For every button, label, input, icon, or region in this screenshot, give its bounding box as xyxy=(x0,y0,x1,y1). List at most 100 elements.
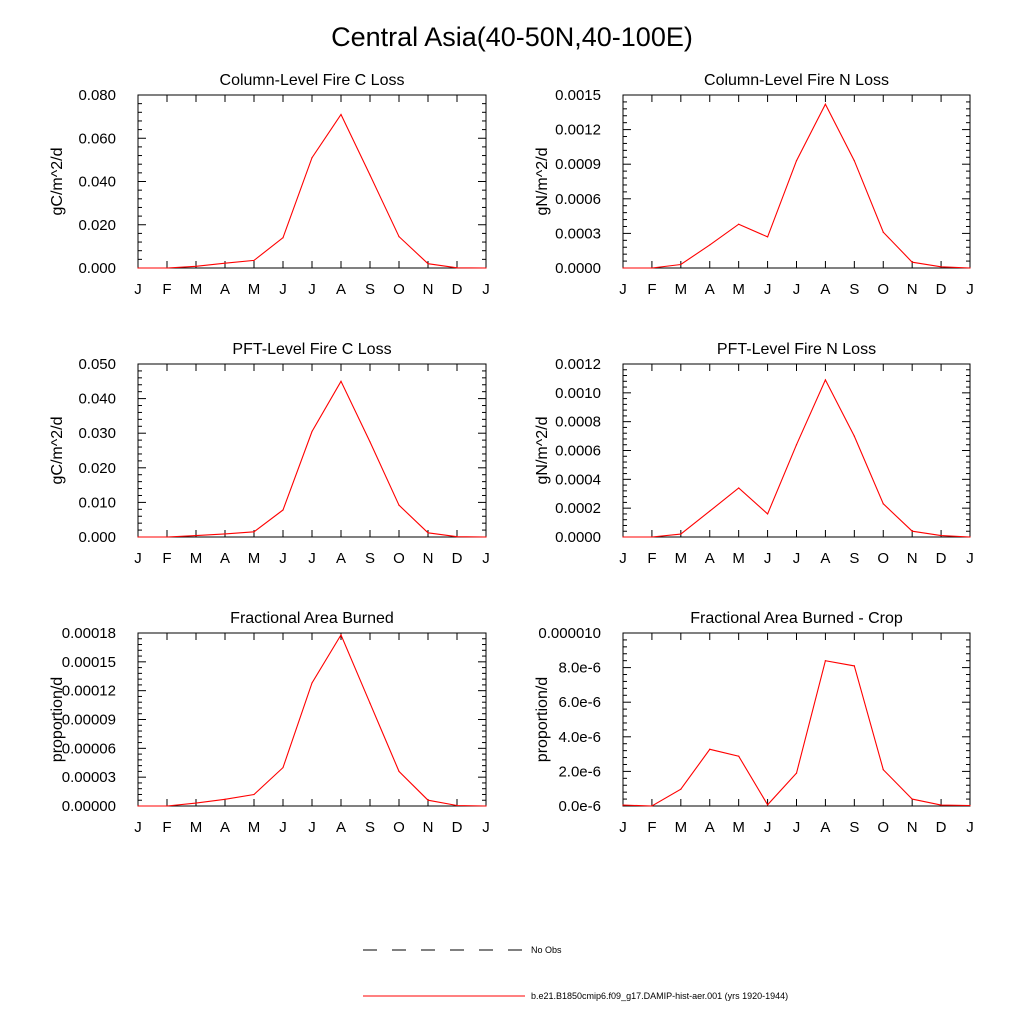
x-tick-label: N xyxy=(907,281,918,298)
x-tick-label: J xyxy=(482,550,490,567)
data-point xyxy=(680,263,682,266)
x-tick-label: J xyxy=(134,550,142,567)
data-point xyxy=(166,267,168,269)
data-point xyxy=(622,804,624,806)
data-point xyxy=(224,798,226,800)
x-tick-label: J xyxy=(793,819,801,836)
x-tick-label: A xyxy=(336,281,346,298)
y-tick-label: 0.040 xyxy=(78,391,116,408)
data-point xyxy=(398,504,400,506)
x-tick-label: A xyxy=(220,550,230,567)
data-point xyxy=(853,665,855,667)
legend: No Obs b.e21.B1850cmip6.f09_g17.DAMIP-his… xyxy=(363,945,788,1001)
x-tick-label: J xyxy=(308,281,316,298)
y-tick-label: 0.00018 xyxy=(62,625,116,642)
y-axis-label: gC/m^2/d xyxy=(49,417,66,485)
y-tick-label: 0.00000 xyxy=(62,798,116,815)
data-point xyxy=(340,634,342,636)
x-tick-label: A xyxy=(336,550,346,567)
data-point xyxy=(969,536,971,538)
x-tick-label: A xyxy=(336,819,346,836)
panel-title: Column-Level Fire N Loss xyxy=(704,72,889,89)
panel-title: PFT-Level Fire C Loss xyxy=(232,341,391,358)
x-tick-label: A xyxy=(705,281,715,298)
data-point xyxy=(911,798,913,800)
data-point xyxy=(940,804,942,806)
plot-frame xyxy=(137,363,487,538)
x-tick-label: D xyxy=(452,550,463,567)
plot-frame xyxy=(137,94,487,269)
data-point xyxy=(738,223,740,225)
x-tick-label: J xyxy=(482,819,490,836)
x-tick-label: S xyxy=(849,550,859,567)
x-tick-label: M xyxy=(190,281,203,298)
data-point xyxy=(795,772,798,774)
x-tick-label: A xyxy=(220,281,230,298)
data-point xyxy=(709,510,711,512)
plot-frame xyxy=(622,632,971,807)
x-tick-label: F xyxy=(162,550,171,567)
data-point xyxy=(882,503,884,505)
x-tick-label: J xyxy=(134,819,142,836)
data-point xyxy=(166,536,168,538)
data-point xyxy=(485,805,487,807)
x-tick-label: M xyxy=(732,550,745,567)
data-point xyxy=(680,533,682,535)
plot-frame xyxy=(137,632,487,807)
panel-title: PFT-Level Fire N Loss xyxy=(717,341,876,358)
data-point xyxy=(224,262,226,264)
y-tick-label: 4.0e-6 xyxy=(558,729,601,746)
x-tick-label: S xyxy=(849,819,859,836)
data-point xyxy=(940,266,942,268)
x-tick-label: M xyxy=(675,550,688,567)
x-tick-label: D xyxy=(936,281,947,298)
x-tick-label: M xyxy=(248,550,261,567)
data-point xyxy=(369,174,371,176)
y-tick-label: 0.010 xyxy=(78,494,116,511)
y-tick-label: 0.0000 xyxy=(555,260,601,277)
data-point xyxy=(340,113,342,116)
y-tick-label: 0.000010 xyxy=(538,625,601,642)
y-tick-label: 0.050 xyxy=(78,356,116,373)
y-tick-label: 0.00009 xyxy=(62,712,116,729)
data-point xyxy=(651,267,653,269)
data-point xyxy=(853,160,855,162)
x-tick-label: S xyxy=(365,550,375,567)
data-point xyxy=(253,793,255,796)
x-tick-label: J xyxy=(966,819,974,836)
y-tick-label: 0.00006 xyxy=(62,740,116,757)
data-point xyxy=(137,267,139,269)
data-point xyxy=(311,157,313,159)
series-line-1 xyxy=(138,113,487,269)
y-tick-label: 0.040 xyxy=(78,174,116,191)
data-point xyxy=(456,267,458,269)
x-tick-label: F xyxy=(162,819,171,836)
y-tick-label: 0.0012 xyxy=(555,356,601,373)
panel-title: Fractional Area Burned - Crop xyxy=(690,610,903,627)
data-point xyxy=(680,788,682,790)
x-tick-label: D xyxy=(936,550,947,567)
data-point xyxy=(738,755,740,757)
y-tick-label: 0.0006 xyxy=(555,191,601,208)
x-tick-label: J xyxy=(134,281,142,298)
data-point xyxy=(911,530,913,532)
series-line-1 xyxy=(623,102,971,269)
data-point xyxy=(969,804,971,807)
y-tick-label: 0.00003 xyxy=(62,769,116,786)
data-point xyxy=(195,535,197,537)
data-point xyxy=(137,536,139,538)
x-tick-label: D xyxy=(452,819,463,836)
data-point xyxy=(940,534,942,537)
data-point xyxy=(824,660,827,662)
x-tick-label: A xyxy=(220,819,230,836)
data-point xyxy=(622,536,624,538)
data-point xyxy=(398,236,400,238)
x-tick-label: N xyxy=(423,819,434,836)
x-tick-label: O xyxy=(393,281,405,298)
y-tick-label: 0.0e-6 xyxy=(558,798,601,815)
y-tick-label: 0.0000 xyxy=(555,529,601,546)
y-tick-label: 0.0009 xyxy=(555,156,601,173)
data-point xyxy=(456,536,458,538)
x-tick-label: A xyxy=(820,819,830,836)
